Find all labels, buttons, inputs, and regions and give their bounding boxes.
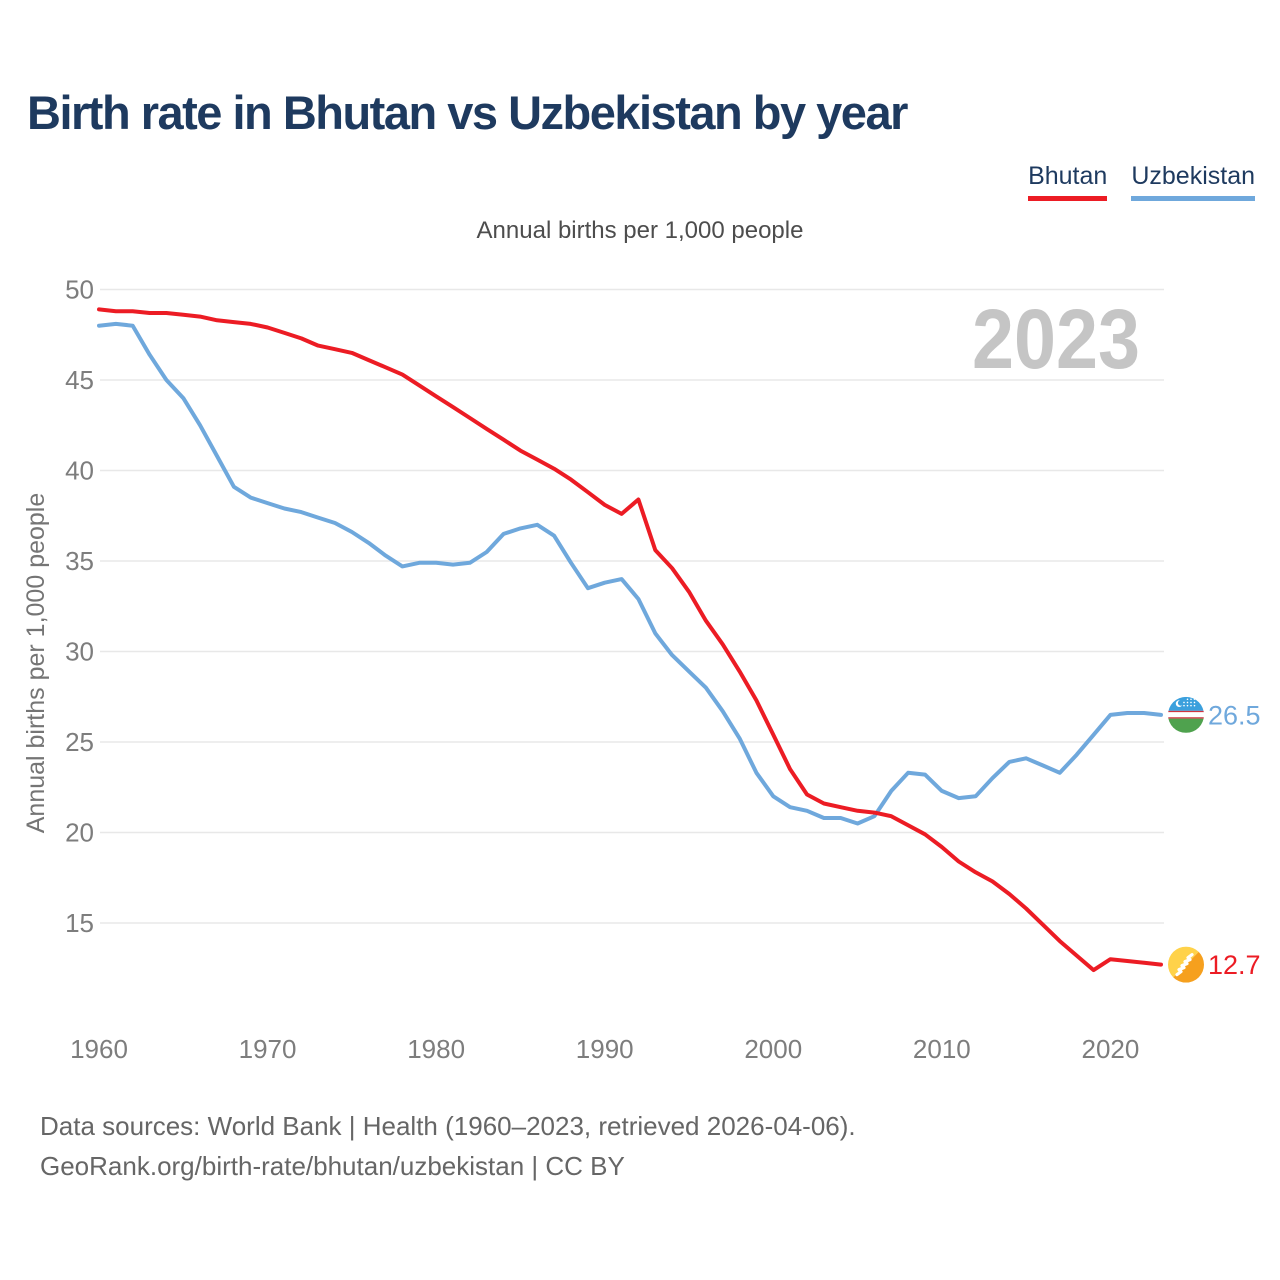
x-tick-label: 1990 [576,1034,634,1064]
x-tick-label: 1970 [239,1034,297,1064]
x-tick-label: 2020 [1081,1034,1139,1064]
y-tick-label: 25 [65,727,94,757]
y-tick-label: 15 [65,908,94,938]
uzbekistan-line [97,321,1163,826]
x-tick-label: 2010 [913,1034,971,1064]
y-tick-label: 20 [65,818,94,848]
legend-item-uzbekistan[interactable]: Uzbekistan [1131,162,1255,201]
uzbekistan-end-value: 26.5 [1208,700,1261,730]
legend-item-bhutan[interactable]: Bhutan [1028,162,1108,201]
page-title: Birth rate in Bhutan vs Uzbekistan by ye… [27,86,908,139]
y-tick-label: 35 [65,546,94,576]
chart-subtitle: Annual births per 1,000 people [476,217,804,244]
uzbekistan-flag-icon [1168,696,1204,733]
footer-link[interactable]: GeoRank.org/birth-rate/bhutan/uzbekistan… [40,1151,625,1181]
y-tick-label: 40 [65,456,94,486]
footer: Data sources: World Bank | Health (1960–… [40,1106,856,1186]
x-tick-label: 1960 [70,1034,128,1064]
y-axis-title: Annual births per 1,000 people [22,493,50,834]
legend: Bhutan Uzbekistan [1028,162,1255,201]
footer-sources: Data sources: World Bank | Health (1960–… [40,1111,856,1141]
bhutan-flag-icon [1168,946,1204,983]
bhutan-end-value: 12.7 [1208,950,1261,980]
watermark-year: 2023 [972,292,1140,386]
y-tick-label: 30 [65,637,94,667]
x-tick-label: 1980 [407,1034,465,1064]
y-tick-label: 45 [65,365,94,395]
x-tick-label: 2000 [744,1034,802,1064]
bhutan-line [97,307,1163,973]
y-tick-label: 50 [65,275,94,305]
